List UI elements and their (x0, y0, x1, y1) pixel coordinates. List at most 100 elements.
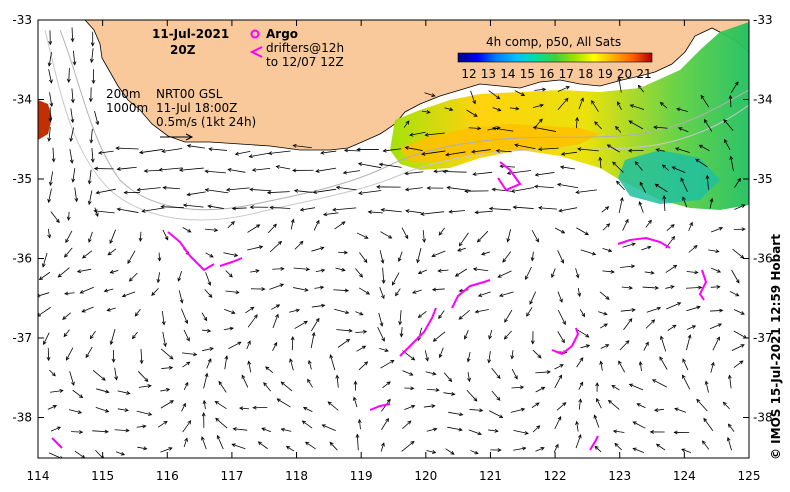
velocity-arrowhead (380, 208, 385, 212)
velocity-arrow (473, 171, 493, 175)
velocity-arrow (71, 27, 74, 42)
velocity-arrowhead (653, 125, 658, 130)
velocity-arrowhead (556, 182, 562, 187)
velocity-arrowhead (77, 410, 83, 414)
velocity-arrow (443, 392, 455, 395)
drifter-marker-icon (249, 46, 263, 58)
velocity-arrowhead (575, 274, 580, 279)
velocity-arrowhead (126, 391, 131, 395)
velocity-arrowhead (522, 446, 527, 451)
velocity-arrow (334, 221, 346, 230)
lat-tick-label: -33 (12, 13, 32, 27)
velocity-arrowhead (352, 396, 357, 401)
sst-tick-label: 21 (636, 67, 651, 81)
velocity-arrow (633, 421, 646, 429)
velocity-arrow (272, 342, 278, 352)
velocity-arrow (730, 81, 739, 94)
velocity-arrow (730, 156, 734, 172)
velocity-arrow (63, 329, 70, 337)
velocity-arrow (417, 247, 422, 263)
velocity-arrow (449, 210, 466, 213)
velocity-arrow (412, 289, 422, 294)
velocity-arrowhead (575, 190, 580, 195)
velocity-arrow (467, 372, 470, 382)
velocity-arrow (91, 147, 94, 162)
velocity-arrowhead (497, 274, 502, 278)
velocity-arrow (688, 245, 698, 253)
velocity-arrow (160, 388, 170, 392)
velocity-arrowhead (275, 304, 281, 309)
velocity-arrowhead (90, 158, 95, 163)
sst-tick-label: 12 (461, 67, 476, 81)
lat-tick-label-right: -34 (753, 93, 773, 107)
velocity-arrow (138, 385, 151, 388)
velocity-arrow (734, 204, 745, 210)
vector-scale-arrowhead (185, 133, 194, 141)
velocity-arrowhead (682, 196, 686, 201)
velocity-arrowhead (266, 190, 272, 195)
velocity-arrowhead (321, 303, 326, 308)
velocity-arrow (421, 150, 446, 155)
velocity-arrow (405, 210, 422, 214)
velocity-arrow (110, 328, 116, 345)
velocity-arrowhead (57, 273, 62, 278)
velocity-arrowhead (78, 394, 84, 399)
velocity-arrowhead (503, 335, 508, 340)
velocity-arrowhead (510, 355, 515, 360)
velocity-arrowhead (239, 406, 244, 411)
velocity-arrowhead (634, 161, 639, 166)
velocity-arrow (633, 448, 645, 453)
velocity-arrow (68, 68, 70, 83)
velocity-arrowhead (689, 221, 693, 227)
velocity-arrowhead (442, 169, 447, 174)
sst-colorbar-ticks: 12 13 14 15 16 17 18 19 20 21 (461, 67, 651, 81)
velocity-arrowhead (139, 359, 144, 365)
velocity-arrowhead (48, 41, 53, 46)
velocity-arrowhead (628, 318, 633, 323)
velocity-arrowhead (433, 427, 438, 432)
velocity-arrowhead (603, 311, 608, 316)
velocity-arrowhead (474, 309, 479, 314)
velocity-arrow (48, 52, 52, 66)
velocity-arrow (591, 100, 599, 112)
velocity-arrow (358, 163, 382, 169)
velocity-arrowhead (93, 209, 98, 214)
bathymetry-200m (59, 29, 749, 211)
lat-tick-label: -34 (12, 93, 32, 107)
velocity-arrow (395, 288, 401, 296)
velocity-arrow (311, 304, 325, 308)
velocity-arrowhead (473, 113, 478, 117)
velocity-arrow (531, 402, 540, 408)
velocity-arrow (731, 269, 740, 284)
velocity-arrowhead (107, 251, 112, 256)
velocity-arrow (38, 292, 50, 297)
velocity-arrow (252, 167, 271, 171)
velocity-arrow (205, 170, 226, 174)
velocity-arrow (681, 448, 692, 454)
velocity-arrow (140, 348, 143, 364)
velocity-arrowhead (524, 431, 529, 435)
velocity-arrow (599, 157, 602, 169)
velocity-arrow (380, 360, 394, 369)
velocity-arrowhead (48, 118, 53, 123)
velocity-arrow (64, 247, 73, 258)
velocity-arrow (223, 327, 234, 331)
velocity-arrow (355, 268, 363, 278)
velocity-arrow (439, 347, 444, 358)
velocity-arrow (381, 418, 389, 430)
velocity-arrowhead (186, 192, 191, 197)
velocity-arrowhead (141, 209, 146, 213)
velocity-arrow (710, 267, 721, 273)
velocity-arrowhead (449, 107, 454, 112)
velocity-arrow (733, 360, 744, 368)
velocity-arrow (618, 77, 622, 93)
velocity-arrowhead (498, 293, 504, 298)
velocity-arrowhead (480, 251, 486, 256)
depth-200-label: 200m (106, 87, 141, 101)
velocity-arrowhead (292, 168, 297, 173)
velocity-arrow (203, 400, 206, 410)
velocity-arrow (291, 336, 294, 351)
velocity-arrowhead (674, 407, 679, 412)
velocity-arrow (660, 102, 668, 109)
velocity-arrowhead (674, 147, 680, 151)
